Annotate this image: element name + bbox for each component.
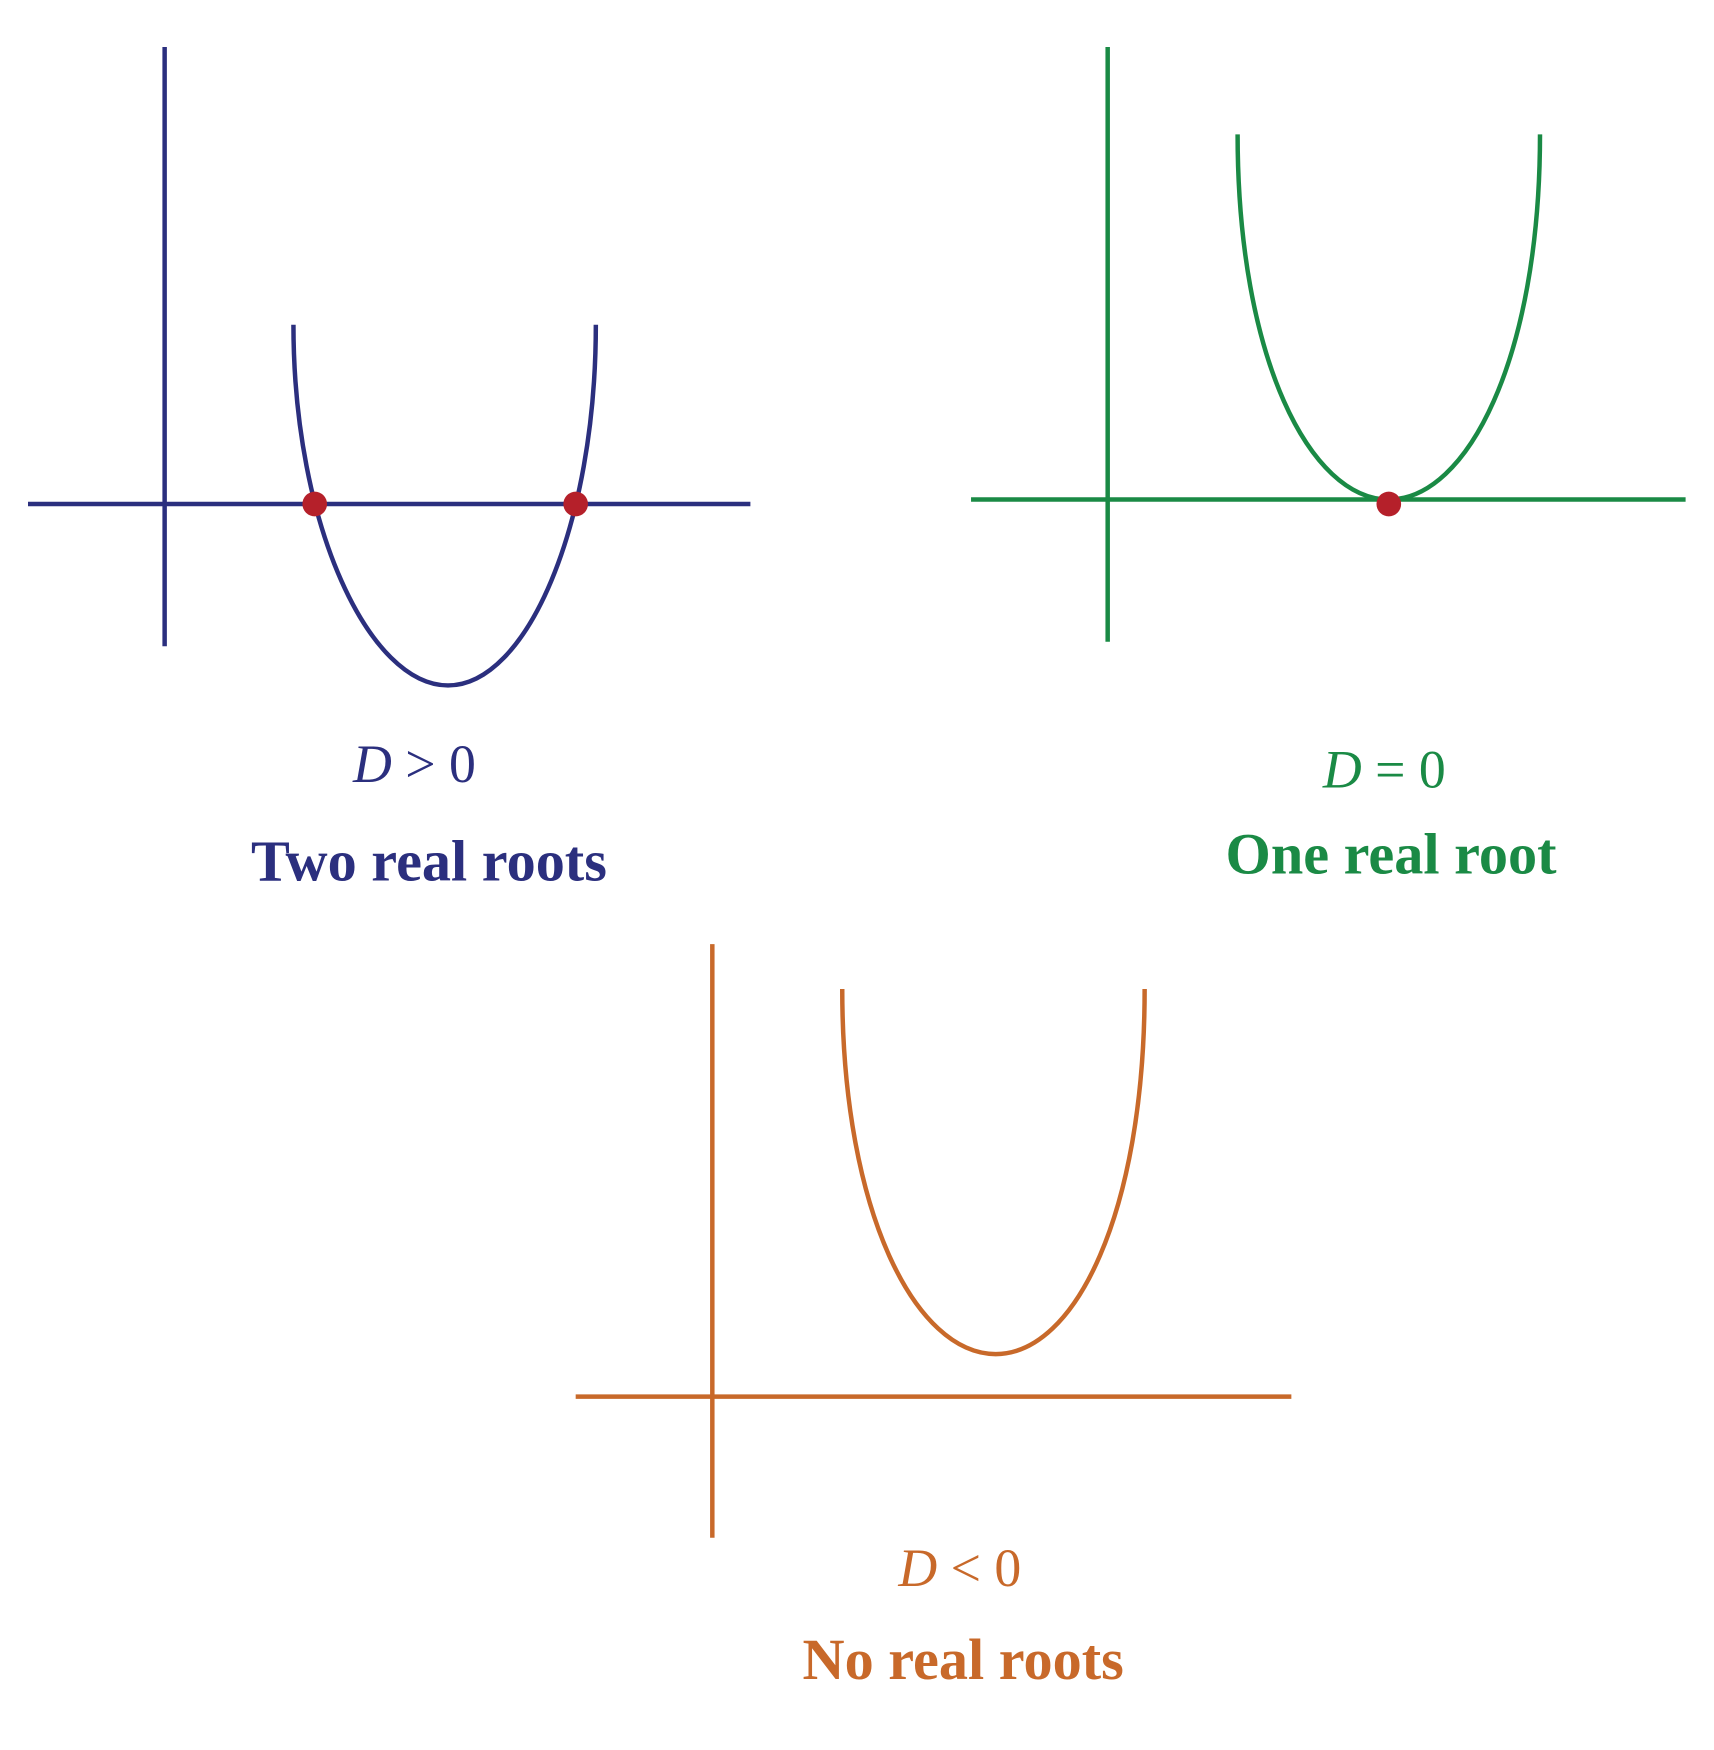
- condition: D = 0: [1322, 739, 1446, 799]
- panel-two-roots: [28, 47, 751, 688]
- root-point: [563, 491, 588, 517]
- relation: < 0: [951, 1538, 1022, 1598]
- parabola: [1235, 134, 1543, 502]
- root-point: [302, 491, 328, 517]
- variable: D: [897, 1538, 937, 1598]
- relation: = 0: [1375, 739, 1446, 799]
- root-point: [1376, 491, 1402, 517]
- variable: D: [352, 734, 392, 794]
- panel-no-roots: [575, 944, 1292, 1538]
- panel-one-root: [971, 47, 1686, 642]
- caption: Two real roots: [251, 828, 607, 893]
- condition: D > 0: [352, 734, 476, 794]
- relation: > 0: [405, 734, 476, 794]
- variable: D: [1322, 739, 1362, 799]
- caption: No real roots: [803, 1627, 1124, 1692]
- condition: D < 0: [897, 1538, 1021, 1598]
- diagram-content: D > 0 Two real roots D = 0 One real root…: [28, 47, 1686, 1692]
- parabola: [840, 988, 1147, 1357]
- caption: One real root: [1226, 822, 1558, 887]
